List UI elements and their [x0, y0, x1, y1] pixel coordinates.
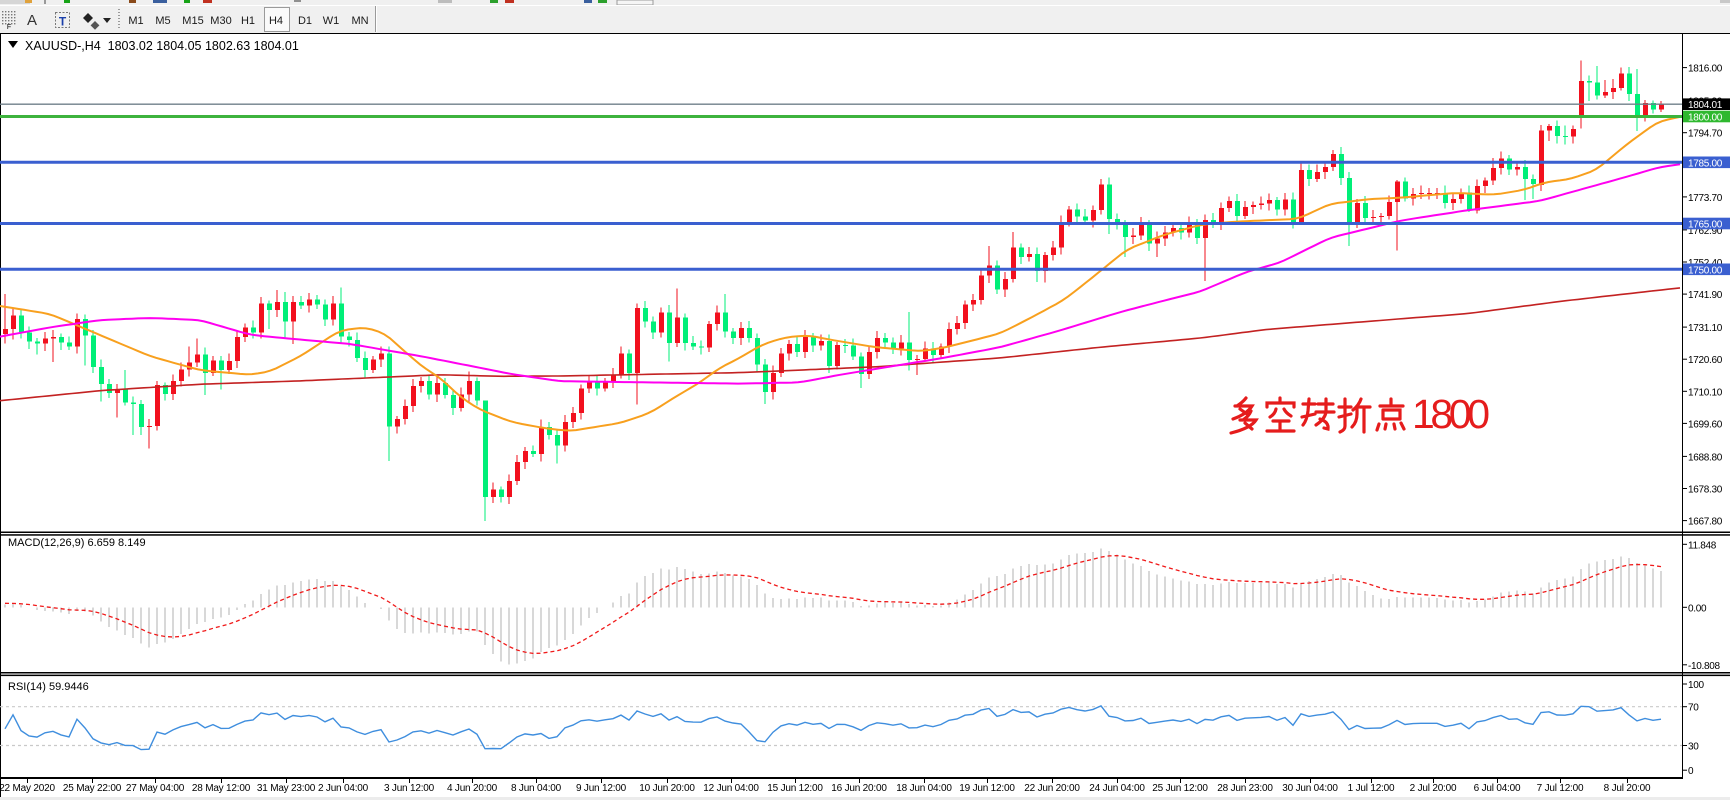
svg-text:30: 30	[1688, 742, 1699, 753]
svg-text:1688.80: 1688.80	[1688, 452, 1723, 463]
svg-text:28 May 12:00: 28 May 12:00	[192, 783, 251, 794]
svg-text:MACD(12,26,9) 6.659 8.149: MACD(12,26,9) 6.659 8.149	[8, 537, 146, 549]
svg-text:6 Jul 04:00: 6 Jul 04:00	[1474, 783, 1521, 794]
svg-text:1804.01: 1804.01	[1688, 100, 1723, 111]
svg-text:1800.00: 1800.00	[1688, 113, 1723, 124]
svg-text:H4: H4	[269, 15, 283, 27]
svg-text:1794.70: 1794.70	[1688, 129, 1723, 140]
svg-text:1762.90: 1762.90	[1688, 226, 1723, 237]
svg-text:22 Jun 20:00: 22 Jun 20:00	[1024, 783, 1080, 794]
svg-text:27 May 04:00: 27 May 04:00	[126, 783, 185, 794]
svg-text:25 May 22:00: 25 May 22:00	[63, 783, 122, 794]
svg-text:-10.808: -10.808	[1688, 661, 1721, 672]
svg-text:1785.00: 1785.00	[1688, 158, 1723, 169]
svg-text:RSI(14) 59.9446: RSI(14) 59.9446	[8, 681, 89, 693]
svg-text:3 Jun 12:00: 3 Jun 12:00	[384, 783, 435, 794]
svg-text:2 Jun 04:00: 2 Jun 04:00	[318, 783, 369, 794]
svg-text:18 Jun 04:00: 18 Jun 04:00	[896, 783, 952, 794]
svg-text:1699.60: 1699.60	[1688, 419, 1723, 430]
svg-text:7 Jul 12:00: 7 Jul 12:00	[1537, 783, 1584, 794]
svg-text:M1: M1	[128, 15, 143, 27]
svg-text:1720.60: 1720.60	[1688, 355, 1723, 366]
svg-text:T: T	[59, 15, 67, 29]
svg-text:24 Jun 04:00: 24 Jun 04:00	[1089, 783, 1145, 794]
svg-text:1678.30: 1678.30	[1688, 485, 1723, 496]
svg-text:70: 70	[1688, 703, 1699, 714]
svg-text:A: A	[27, 12, 37, 29]
svg-text:100: 100	[1688, 680, 1705, 691]
svg-text:22 May 2020: 22 May 2020	[0, 783, 55, 794]
svg-text:D1: D1	[298, 15, 312, 27]
svg-text:1741.90: 1741.90	[1688, 290, 1723, 301]
svg-text:H1: H1	[241, 15, 255, 27]
svg-text:12 Jun 04:00: 12 Jun 04:00	[703, 783, 759, 794]
svg-text:1667.80: 1667.80	[1688, 517, 1723, 528]
svg-text:4 Jun 20:00: 4 Jun 20:00	[447, 783, 498, 794]
svg-text:1 Jul 12:00: 1 Jul 12:00	[1348, 783, 1395, 794]
svg-text:19 Jun 12:00: 19 Jun 12:00	[959, 783, 1015, 794]
svg-text:MN: MN	[351, 15, 368, 27]
svg-text:M15: M15	[182, 15, 203, 27]
svg-text:25 Jun 12:00: 25 Jun 12:00	[1152, 783, 1208, 794]
svg-text:1750.00: 1750.00	[1688, 265, 1723, 276]
svg-text:1800: 1800	[1412, 391, 1490, 437]
svg-text:1710.10: 1710.10	[1688, 387, 1723, 398]
svg-text:8 Jul 20:00: 8 Jul 20:00	[1604, 783, 1651, 794]
svg-text:16 Jun 20:00: 16 Jun 20:00	[831, 783, 887, 794]
svg-text:F: F	[7, 24, 11, 31]
svg-text:W1: W1	[323, 15, 340, 27]
svg-text:30 Jun 04:00: 30 Jun 04:00	[1282, 783, 1338, 794]
svg-text:31 May 23:00: 31 May 23:00	[257, 783, 316, 794]
svg-text:10 Jun 20:00: 10 Jun 20:00	[639, 783, 695, 794]
svg-text:0: 0	[1688, 766, 1694, 777]
svg-text:8 Jun 04:00: 8 Jun 04:00	[511, 783, 562, 794]
svg-text:1773.70: 1773.70	[1688, 193, 1723, 204]
svg-text:1816.00: 1816.00	[1688, 64, 1723, 75]
svg-text:1765.00: 1765.00	[1688, 220, 1723, 231]
svg-text:9 Jun 12:00: 9 Jun 12:00	[576, 783, 627, 794]
svg-text:M30: M30	[210, 15, 231, 27]
svg-text:XAUUSD-,H4 1803.02 1804.05 18: XAUUSD-,H4 1803.02 1804.05 1802.63 1804.…	[25, 39, 299, 53]
svg-text:1731.10: 1731.10	[1688, 323, 1723, 334]
svg-text:28 Jun 23:00: 28 Jun 23:00	[1217, 783, 1273, 794]
svg-text:2 Jul 20:00: 2 Jul 20:00	[1410, 783, 1457, 794]
svg-text:11.848: 11.848	[1688, 540, 1717, 551]
svg-text:0.00: 0.00	[1688, 603, 1707, 614]
svg-text:15 Jun 12:00: 15 Jun 12:00	[767, 783, 823, 794]
svg-text:M5: M5	[155, 15, 170, 27]
